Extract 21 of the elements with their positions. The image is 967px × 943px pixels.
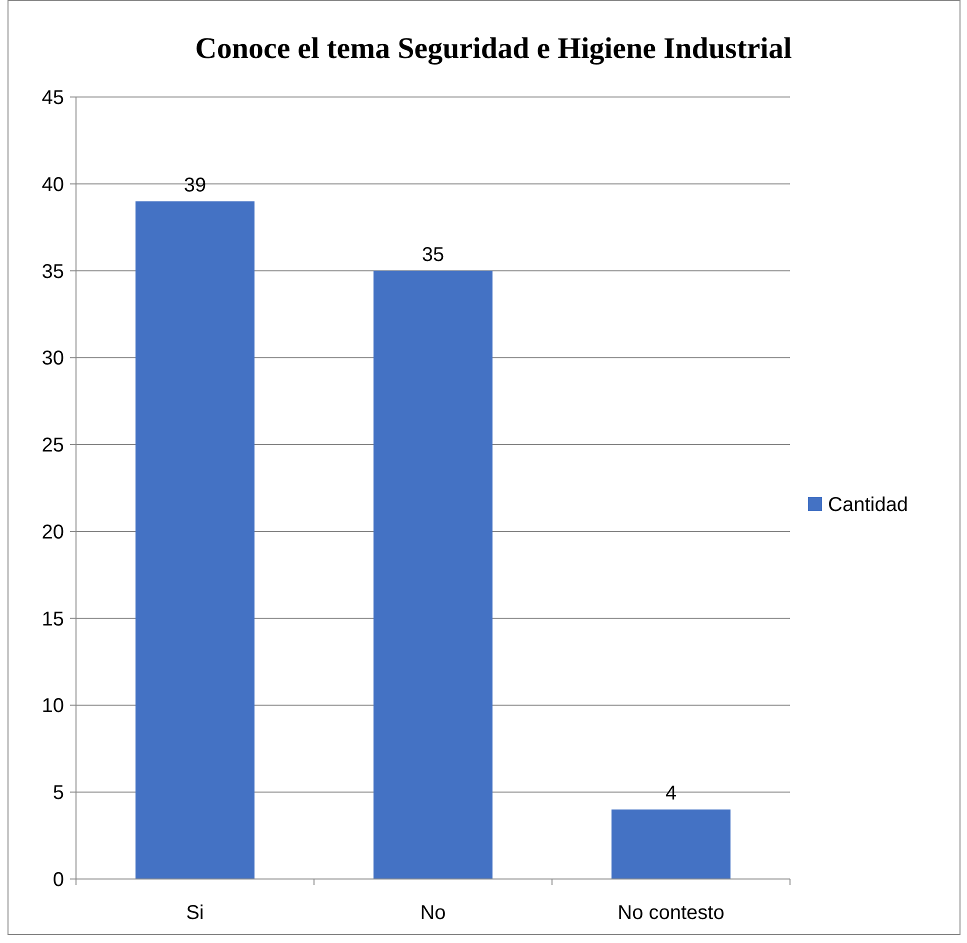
x-tick-label: Si xyxy=(186,902,204,924)
x-tick-label: No contesto xyxy=(618,902,724,924)
y-tick-label: 30 xyxy=(42,348,64,370)
bar xyxy=(136,201,254,879)
legend-label: Cantidad xyxy=(828,494,908,516)
y-tick-label: 15 xyxy=(42,608,64,630)
data-label: 4 xyxy=(665,782,677,804)
y-tick-label: 5 xyxy=(52,782,64,804)
bar xyxy=(612,809,730,879)
y-tick-label: 0 xyxy=(52,869,64,891)
x-tick-label: No xyxy=(420,902,446,924)
chart-title: Conoce el tema Seguridad e Higiene Industrial xyxy=(195,32,792,65)
y-tick-label: 10 xyxy=(42,695,64,718)
y-tick-label: 40 xyxy=(42,174,64,196)
y-tick-label: 20 xyxy=(42,521,64,544)
y-tick-label: 25 xyxy=(42,434,64,457)
data-label: 39 xyxy=(184,174,206,196)
bar xyxy=(374,270,492,879)
data-label: 35 xyxy=(422,244,444,266)
y-tick-label: 35 xyxy=(42,260,64,283)
y-tick-label: 45 xyxy=(42,87,64,109)
